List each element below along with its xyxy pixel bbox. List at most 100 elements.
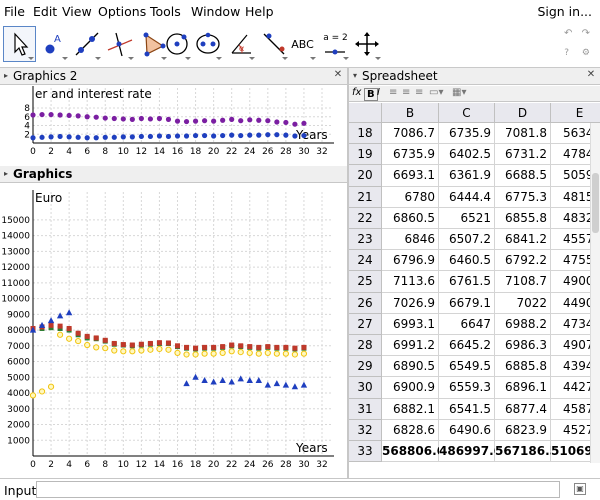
row-header[interactable]: 19 <box>349 144 382 166</box>
row-header[interactable]: 27 <box>349 313 382 335</box>
table-cell[interactable]: 7086.7 <box>382 123 439 145</box>
table-cell[interactable]: 6541.5 <box>439 398 495 420</box>
table-cell[interactable]: 6796.9 <box>382 250 439 272</box>
scrollbar-thumb[interactable] <box>592 173 599 233</box>
table-cell[interactable]: 6647 <box>439 313 495 335</box>
table-cell[interactable]: 6991.2 <box>382 335 439 357</box>
text-tool-button[interactable]: ABC <box>285 26 318 62</box>
border-icon[interactable]: ▦▾ <box>452 87 467 98</box>
table-cell[interactable]: 6444.4 <box>439 186 495 208</box>
table-cell[interactable]: 6521 <box>439 207 495 229</box>
table-cell[interactable]: 6559.3 <box>439 377 495 399</box>
table-cell[interactable]: 486997.6 <box>439 441 502 463</box>
row-header[interactable]: 21 <box>349 186 382 208</box>
table-cell[interactable]: 7026.9 <box>382 292 439 314</box>
bold-button[interactable]: B <box>364 88 378 101</box>
collapse-arrow-icon[interactable]: ▾ <box>353 71 358 80</box>
row-header[interactable]: 33 <box>349 441 382 463</box>
table-cell[interactable]: 6402.5 <box>439 144 495 166</box>
table-cell[interactable]: 6688.5 <box>495 165 551 187</box>
input-field[interactable] <box>36 481 560 498</box>
column-header-d[interactable]: D <box>495 103 551 123</box>
row-header[interactable]: 23 <box>349 229 382 251</box>
move-view-tool-button[interactable] <box>350 26 383 62</box>
perpendicular-tool-button[interactable] <box>103 26 136 62</box>
row-header[interactable]: 30 <box>349 377 382 399</box>
fx-button[interactable]: fx <box>352 87 362 98</box>
table-cell[interactable]: 6507.2 <box>439 229 495 251</box>
row-header[interactable]: 20 <box>349 165 382 187</box>
angle-tool-button[interactable]: α <box>224 26 257 62</box>
table-cell[interactable]: 6900.9 <box>382 377 439 399</box>
table-cell[interactable]: 6860.5 <box>382 207 439 229</box>
table-cell[interactable]: 6731.2 <box>495 144 551 166</box>
reflect-tool-button[interactable] <box>257 26 290 62</box>
close-icon[interactable]: ✕ <box>586 69 596 80</box>
align-right-icon[interactable]: ≡ <box>415 87 424 98</box>
table-cell[interactable]: 6988.2 <box>495 313 551 335</box>
row-header[interactable]: 28 <box>349 335 382 357</box>
table-cell[interactable]: 6735.9 <box>382 144 439 166</box>
table-cell[interactable]: 6460.5 <box>439 250 495 272</box>
italic-button[interactable]: I <box>377 87 380 98</box>
table-cell[interactable]: 6882.1 <box>382 398 439 420</box>
table-cell[interactable]: 6735.9 <box>439 123 495 145</box>
polygon-tool-button[interactable] <box>136 26 169 62</box>
point-tool-button[interactable]: A <box>37 26 70 62</box>
row-header[interactable]: 26 <box>349 292 382 314</box>
menu-view[interactable]: View <box>62 4 92 19</box>
row-header[interactable]: 24 <box>349 250 382 272</box>
table-cell[interactable]: 6645.2 <box>439 335 495 357</box>
align-left-icon[interactable]: ≡ <box>389 87 398 98</box>
ellipse-tool-button[interactable] <box>191 26 224 62</box>
row-header[interactable]: 25 <box>349 271 382 293</box>
table-cell[interactable]: 6823.9 <box>495 419 551 441</box>
line-tool-button[interactable] <box>70 26 103 62</box>
column-header-c[interactable]: C <box>439 103 495 123</box>
row-header[interactable]: 32 <box>349 419 382 441</box>
collapse-arrow-icon[interactable]: ▸ <box>4 169 9 178</box>
gear-icon[interactable]: ⚙ <box>581 48 590 58</box>
align-center-icon[interactable]: ≡ <box>402 87 411 98</box>
table-cell[interactable]: 6986.3 <box>495 335 551 357</box>
column-header-b[interactable]: B <box>382 103 439 123</box>
table-cell[interactable]: 6846 <box>382 229 439 251</box>
circle-tool-button[interactable] <box>160 26 193 62</box>
undo-icon[interactable]: ↶ <box>564 28 573 39</box>
redo-icon[interactable]: ↷ <box>581 28 590 39</box>
menu-file[interactable]: File <box>4 4 25 19</box>
table-cell[interactable]: 6693.1 <box>382 165 439 187</box>
table-cell[interactable]: 6841.2 <box>495 229 551 251</box>
table-cell[interactable]: 510693.7 <box>551 441 600 463</box>
table-cell[interactable]: 6679.1 <box>439 292 495 314</box>
table-cell[interactable]: 6885.8 <box>495 356 551 378</box>
row-header[interactable]: 22 <box>349 207 382 229</box>
menu-options[interactable]: Options <box>98 4 147 19</box>
spreadsheet-scrollbar[interactable] <box>590 123 600 463</box>
menu-edit[interactable]: Edit <box>33 4 58 19</box>
input-help-icon[interactable]: ▣ <box>574 483 586 495</box>
table-cell[interactable]: 6896.1 <box>495 377 551 399</box>
table-cell[interactable]: 6761.5 <box>439 271 495 293</box>
move-tool-button[interactable] <box>3 26 36 62</box>
help-icon[interactable]: ? <box>564 48 570 58</box>
table-cell[interactable]: 6780 <box>382 186 439 208</box>
close-icon[interactable]: ✕ <box>333 69 343 80</box>
collapse-arrow-icon[interactable]: ▸ <box>4 71 9 80</box>
table-cell[interactable]: 7113.6 <box>382 271 439 293</box>
table-cell[interactable]: 6792.2 <box>495 250 551 272</box>
table-cell[interactable]: 7081.8 <box>495 123 551 145</box>
row-header[interactable]: 31 <box>349 398 382 420</box>
view-splitter[interactable] <box>347 68 349 478</box>
table-cell[interactable]: 567186.5 <box>495 441 558 463</box>
menu-help[interactable]: Help <box>245 4 274 19</box>
row-header[interactable]: 29 <box>349 356 382 378</box>
table-cell[interactable]: 6855.8 <box>495 207 551 229</box>
column-header-e[interactable]: E <box>551 103 600 123</box>
table-cell[interactable]: 6828.6 <box>382 419 439 441</box>
table-cell[interactable]: 6993.1 <box>382 313 439 335</box>
menu-tools[interactable]: Tools <box>150 4 181 19</box>
row-header[interactable]: 18 <box>349 123 382 145</box>
menu-window[interactable]: Window <box>191 4 241 19</box>
slider-tool-button[interactable]: a = 2 <box>318 26 351 62</box>
